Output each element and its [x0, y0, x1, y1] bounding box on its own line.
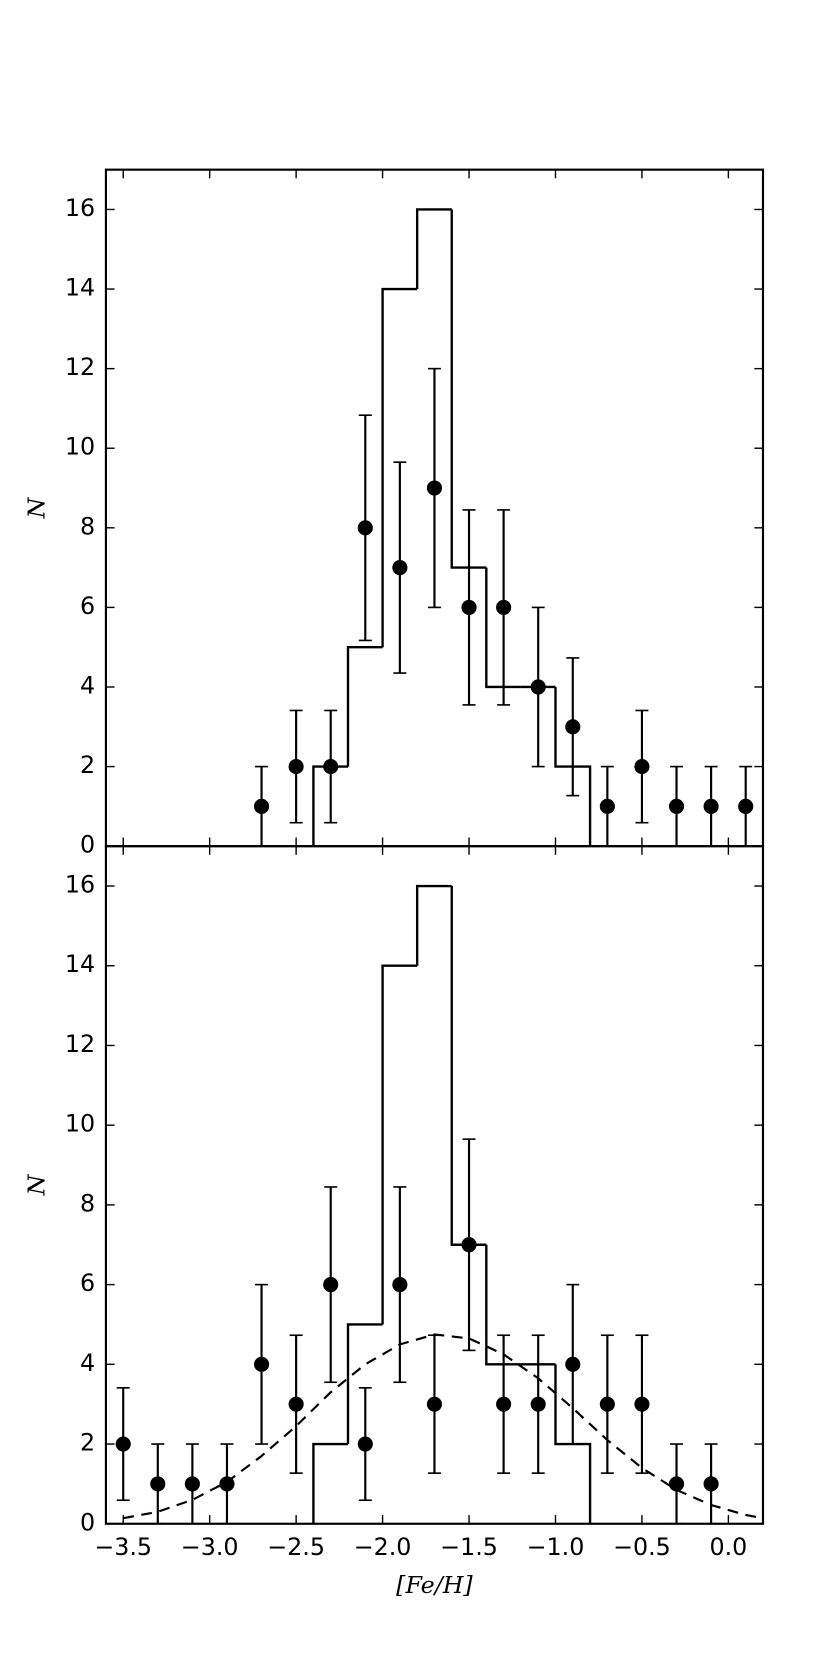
- data-point: [323, 759, 339, 775]
- data-point: [668, 798, 685, 814]
- y-axis-label: N: [22, 496, 50, 519]
- y-tick-label: 8: [80, 1189, 95, 1217]
- data-point: [599, 798, 615, 814]
- x-tick-label: −2.0: [354, 1533, 412, 1561]
- y-tick-label: 12: [65, 353, 95, 381]
- y-tick-label: 0: [80, 831, 95, 859]
- data-point: [634, 1396, 650, 1412]
- y-tick-label: 4: [80, 1349, 95, 1377]
- data-point: [530, 1396, 546, 1412]
- data-point: [253, 798, 270, 814]
- x-tick-label: −1.5: [440, 1533, 498, 1561]
- y-tick-label: 12: [65, 1030, 95, 1058]
- data-point: [668, 1476, 685, 1492]
- data-point: [426, 480, 443, 496]
- x-tick-label: 0.0: [709, 1533, 747, 1561]
- data-point: [288, 759, 304, 775]
- histogram-bin: [415, 208, 452, 290]
- data-point: [599, 1396, 615, 1412]
- y-tick-label: 8: [80, 512, 95, 540]
- data-point: [738, 798, 754, 814]
- data-point: [565, 1356, 581, 1372]
- histogram-bin: [381, 964, 418, 1325]
- histogram-bin: [346, 646, 383, 767]
- x-tick-label: −3.0: [181, 1533, 239, 1561]
- histogram-bin: [415, 884, 452, 966]
- y-tick-label: 14: [65, 950, 95, 978]
- y-tick-label: 6: [80, 1269, 95, 1297]
- y-tick-label: 2: [80, 751, 95, 779]
- y-tick-label: 10: [65, 1110, 95, 1138]
- y-tick-label: 2: [80, 1429, 95, 1457]
- histogram-bin: [485, 1244, 521, 1366]
- data-point: [253, 1356, 270, 1372]
- y-tick-label: 6: [80, 592, 95, 620]
- data-point: [703, 1476, 719, 1492]
- histogram-bin: [346, 1323, 383, 1445]
- data-point: [426, 1396, 443, 1412]
- data-point: [392, 1277, 408, 1293]
- x-tick-label: −3.5: [94, 1533, 152, 1561]
- y-tick-label: 16: [65, 194, 95, 222]
- y-axis-label: N: [22, 1173, 50, 1196]
- histogram-bin: [381, 287, 418, 648]
- data-point: [565, 719, 581, 735]
- model-curve: [123, 1333, 764, 1520]
- data-point: [288, 1396, 304, 1412]
- data-point: [530, 679, 546, 695]
- x-axis-label: [Fe/H]: [396, 1571, 473, 1599]
- data-point: [496, 599, 512, 615]
- x-tick-label: −2.5: [267, 1533, 325, 1561]
- data-point: [392, 560, 408, 576]
- x-tick-label: −1.0: [527, 1533, 585, 1561]
- data-point: [357, 520, 373, 536]
- data-point: [461, 599, 477, 615]
- y-tick-label: 16: [65, 871, 95, 899]
- histogram-bin: [312, 1442, 348, 1524]
- data-point: [115, 1436, 131, 1452]
- data-point: [461, 1237, 477, 1253]
- y-tick-label: 0: [80, 1508, 95, 1536]
- data-point: [496, 1396, 512, 1412]
- x-tick-label: −0.5: [613, 1533, 671, 1561]
- data-point: [150, 1476, 166, 1492]
- data-point: [634, 759, 650, 775]
- y-tick-label: 10: [65, 433, 95, 461]
- data-point: [703, 798, 719, 814]
- y-tick-label: 4: [80, 671, 95, 699]
- histogram-bin: [485, 567, 521, 689]
- data-point: [184, 1476, 200, 1492]
- plot-frame: [104, 845, 765, 1525]
- data-point: [323, 1277, 339, 1293]
- data-point: [219, 1476, 235, 1492]
- data-point: [357, 1436, 373, 1452]
- histogram-bin: [450, 209, 487, 569]
- y-tick-label: 14: [65, 274, 95, 302]
